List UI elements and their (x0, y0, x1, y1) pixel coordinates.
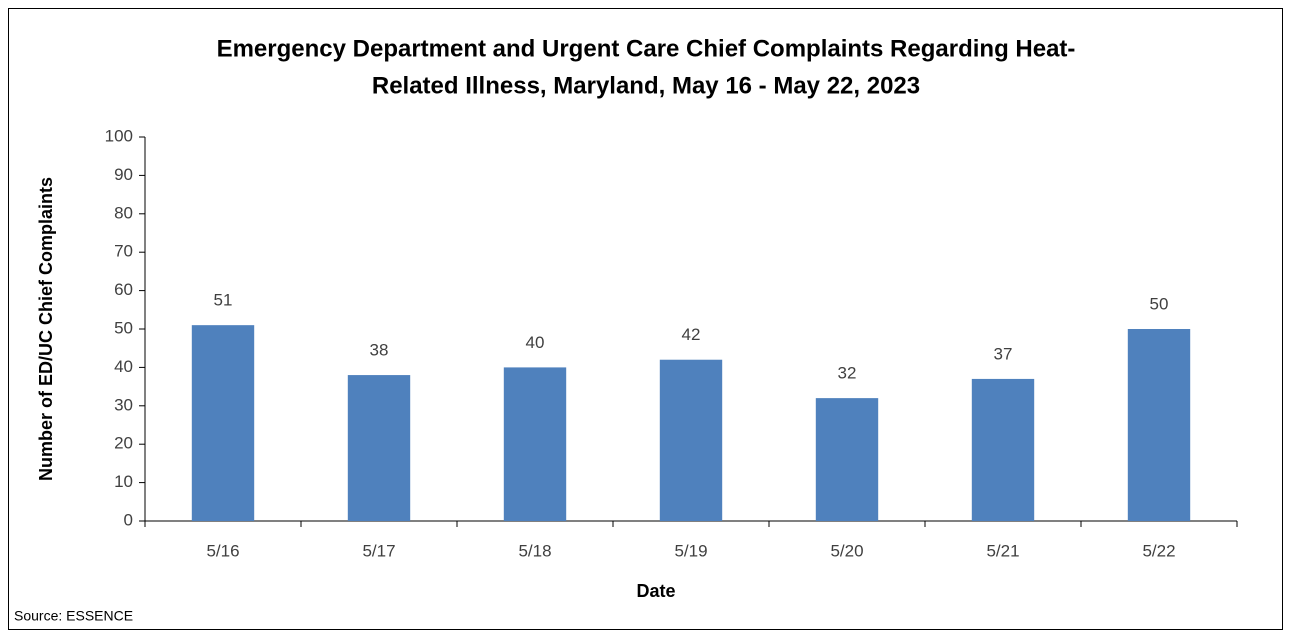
data-label: 42 (682, 325, 701, 344)
y-axis-title: Number of ED/UC Chief Complaints (36, 177, 56, 481)
chart-title: Related Illness, Maryland, May 16 - May … (372, 72, 920, 99)
x-tick-label: 5/19 (674, 541, 707, 560)
data-label: 40 (526, 333, 545, 352)
y-tick-label: 60 (114, 280, 133, 299)
data-label: 50 (1150, 294, 1169, 313)
y-tick-label: 0 (124, 510, 133, 529)
bar (1127, 329, 1191, 521)
y-tick-label: 90 (114, 165, 133, 184)
chart-border (8, 8, 1283, 630)
x-tick-label: 5/22 (1142, 541, 1175, 560)
x-tick-label: 5/21 (986, 541, 1019, 560)
bar (503, 367, 567, 521)
data-label: 38 (370, 341, 389, 360)
bar (659, 359, 723, 521)
y-tick-label: 100 (105, 126, 133, 145)
y-tick-label: 80 (114, 203, 133, 222)
data-label: 32 (838, 364, 857, 383)
y-tick-label: 50 (114, 318, 133, 337)
y-tick-label: 70 (114, 242, 133, 261)
y-tick-label: 10 (114, 472, 133, 491)
data-label: 51 (214, 291, 233, 310)
y-tick-label: 40 (114, 357, 133, 376)
x-axis-title: Date (636, 581, 675, 601)
y-tick-label: 20 (114, 434, 133, 453)
bar (191, 325, 255, 521)
chart-title: Emergency Department and Urgent Care Chi… (217, 35, 1076, 62)
y-tick-label: 30 (114, 395, 133, 414)
source-note: Source: ESSENCE (14, 608, 133, 624)
bar (347, 375, 411, 521)
x-tick-label: 5/16 (206, 541, 239, 560)
x-tick-label: 5/20 (830, 541, 863, 560)
data-label: 37 (994, 344, 1013, 363)
x-tick-label: 5/17 (362, 541, 395, 560)
x-tick-label: 5/18 (518, 541, 551, 560)
bar (971, 378, 1035, 521)
bar (815, 398, 879, 521)
